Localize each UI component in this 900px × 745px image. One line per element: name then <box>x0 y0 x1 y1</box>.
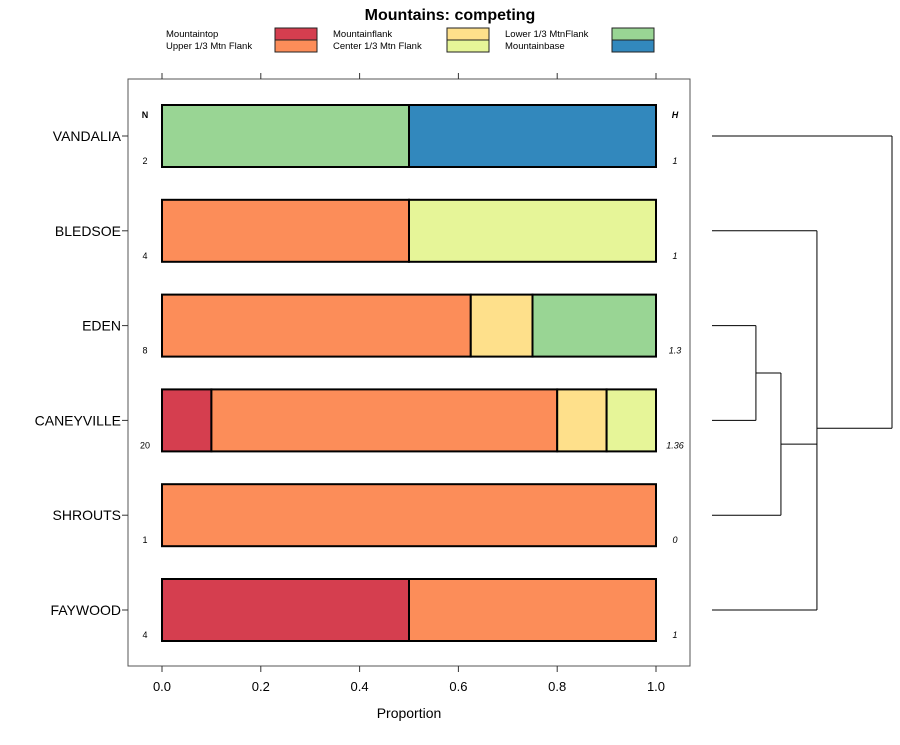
n-header: N <box>142 110 149 120</box>
h-header: H <box>672 110 679 120</box>
bar-segment <box>161 104 410 168</box>
dendrogram <box>712 135 893 611</box>
bar-segment <box>469 293 534 358</box>
n-value: 1 <box>142 535 147 545</box>
h-value: 1.36 <box>666 440 684 450</box>
legend-label: Mountainbase <box>505 41 565 52</box>
bar-segment <box>210 388 559 453</box>
category-label: SHROUTS <box>53 507 121 523</box>
n-value: 2 <box>142 156 147 166</box>
category-label: BLEDSOE <box>55 223 121 239</box>
legend-swatch <box>274 39 318 53</box>
n-value: 4 <box>142 630 147 640</box>
bar-segment <box>161 578 410 642</box>
bar-segment <box>161 388 213 453</box>
plot-frame <box>127 78 691 667</box>
category-label: VANDALIA <box>53 128 122 144</box>
x-tick-label: 1.0 <box>647 679 665 694</box>
h-value: 0 <box>672 535 677 545</box>
x-tick-label: 0.2 <box>252 679 270 694</box>
bar-segment <box>408 198 657 263</box>
category-label: EDEN <box>82 318 121 334</box>
legend-swatch <box>611 39 655 53</box>
h-value: 1 <box>672 251 677 261</box>
x-tick-label: 0.6 <box>449 679 467 694</box>
bar-segment <box>531 293 657 358</box>
bar-segment <box>161 293 472 358</box>
bar-segment <box>556 388 608 453</box>
h-value: 1.3 <box>669 346 682 356</box>
category-label: CANEYVILLE <box>35 412 121 428</box>
x-tick-label: 0.0 <box>153 679 171 694</box>
legend-label: Mountaintop <box>166 29 218 40</box>
bar-segment <box>161 483 657 548</box>
x-tick-label: 0.8 <box>548 679 566 694</box>
legend-swatch <box>446 39 490 53</box>
h-value: 1 <box>672 630 677 640</box>
bar-segment <box>408 104 657 168</box>
legend-label: Center 1/3 Mtn Flank <box>333 41 422 52</box>
bar-segment <box>605 388 657 453</box>
x-axis-label: Proportion <box>377 705 442 721</box>
bar-segment <box>161 198 410 263</box>
n-value: 8 <box>142 346 147 356</box>
chart-title: Mountains: competing <box>365 7 536 24</box>
bar-segment <box>408 578 657 642</box>
n-value: 4 <box>142 251 147 261</box>
n-value: 20 <box>140 440 150 450</box>
legend-label: Lower 1/3 MtnFlank <box>505 29 589 40</box>
legend-label: Mountainflank <box>333 29 392 40</box>
legend-swatch <box>274 27 318 41</box>
legend-swatch <box>446 27 490 41</box>
legend-label: Upper 1/3 Mtn Flank <box>166 41 252 52</box>
h-value: 1 <box>672 156 677 166</box>
category-label: FAYWOOD <box>50 602 121 618</box>
legend-swatch <box>611 27 655 41</box>
x-tick-label: 0.4 <box>351 679 369 694</box>
